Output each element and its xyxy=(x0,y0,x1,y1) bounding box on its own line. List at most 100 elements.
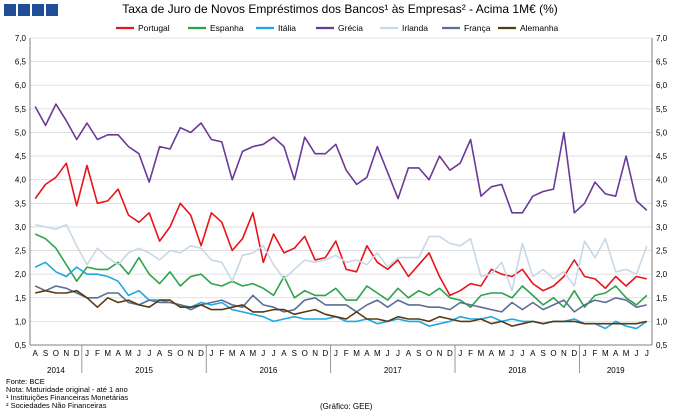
y-tick-label-right: 2,5 xyxy=(656,247,668,256)
x-tick-label: F xyxy=(219,349,224,358)
y-tick-label-left: 6,5 xyxy=(15,58,27,67)
y-tick-label-right: 4,0 xyxy=(656,176,668,185)
x-tick-label: J xyxy=(261,349,265,358)
x-tick-label: O xyxy=(302,349,308,358)
x-tick-label: J xyxy=(209,349,213,358)
x-tick-label: M xyxy=(104,349,111,358)
x-tick-label: S xyxy=(167,349,172,358)
x-tick-label: M xyxy=(250,349,257,358)
year-label: 2015 xyxy=(135,366,153,375)
x-tick-label: J xyxy=(147,349,151,358)
x-tick-label: M xyxy=(374,349,381,358)
legend-label: Espanha xyxy=(210,23,244,33)
brand-logo xyxy=(4,4,60,20)
x-tick-label: N xyxy=(63,349,69,358)
x-tick-label: D xyxy=(74,349,80,358)
source-note: Fonte: BCE xyxy=(6,377,45,386)
y-tick-label-right: 1,5 xyxy=(656,294,668,303)
x-tick-label: M xyxy=(498,349,505,358)
y-tick-label-right: 7,0 xyxy=(656,34,668,43)
y-tick-label-right: 5,0 xyxy=(656,128,668,137)
legend-label: Itália xyxy=(278,23,296,33)
y-tick-label-left: 3,0 xyxy=(15,223,27,232)
y-tick-label-left: 6,0 xyxy=(15,81,27,90)
y-tick-label-right: 3,0 xyxy=(656,223,668,232)
x-tick-label: A xyxy=(157,349,163,358)
x-tick-label: N xyxy=(437,349,443,358)
x-tick-label: M xyxy=(478,349,485,358)
x-tick-label: N xyxy=(561,349,567,358)
chart-credit: (Gráfico: GEE) xyxy=(320,402,373,411)
x-tick-label: J xyxy=(510,349,514,358)
y-tick-label-right: 2,0 xyxy=(656,270,668,279)
series-line-grécia xyxy=(34,103,648,214)
series-line-irlanda xyxy=(35,223,648,292)
year-label: 2017 xyxy=(384,366,402,375)
y-tick-label-right: 1,0 xyxy=(656,317,668,326)
x-tick-label: J xyxy=(645,349,649,358)
series-line-espanha xyxy=(34,233,648,309)
legend-label: Grécia xyxy=(338,23,363,33)
x-tick-label: J xyxy=(396,349,400,358)
y-tick-label-left: 2,0 xyxy=(15,270,27,279)
y-tick-label-right: 4,5 xyxy=(656,152,668,161)
y-tick-label-left: 4,0 xyxy=(15,176,27,185)
series-line-alemanha xyxy=(35,289,647,327)
x-tick-label: A xyxy=(364,349,370,358)
x-tick-label: F xyxy=(468,349,473,358)
y-tick-label-right: 5,5 xyxy=(656,105,668,114)
y-tick-label-left: 5,0 xyxy=(15,128,27,137)
year-label: 2016 xyxy=(260,366,278,375)
x-tick-label: J xyxy=(520,349,524,358)
legend-label: Alemanha xyxy=(520,23,559,33)
x-tick-label: M xyxy=(623,349,630,358)
x-tick-label: O xyxy=(426,349,432,358)
x-tick-label: F xyxy=(344,349,349,358)
year-label: 2014 xyxy=(47,366,65,375)
x-tick-label: A xyxy=(613,349,619,358)
x-tick-label: O xyxy=(177,349,183,358)
x-tick-label: J xyxy=(634,349,638,358)
legend-label: Irlanda xyxy=(402,23,428,33)
x-tick-label: O xyxy=(550,349,556,358)
x-tick-label: A xyxy=(115,349,121,358)
y-tick-label-left: 5,5 xyxy=(15,105,27,114)
x-tick-label: D xyxy=(447,349,453,358)
maturity-note: Nota: Maturidade original - até 1 ano xyxy=(6,385,128,394)
x-tick-label: D xyxy=(571,349,577,358)
x-tick-label: J xyxy=(583,349,587,358)
x-tick-label: N xyxy=(188,349,194,358)
y-tick-label-left: 3,5 xyxy=(15,199,27,208)
x-tick-label: M xyxy=(229,349,236,358)
y-tick-label-left: 4,5 xyxy=(15,152,27,161)
x-tick-label: J xyxy=(334,349,338,358)
x-tick-label: A xyxy=(240,349,246,358)
x-tick-label: S xyxy=(540,349,545,358)
x-tick-label: A xyxy=(33,349,39,358)
x-tick-label: N xyxy=(312,349,318,358)
x-tick-label: D xyxy=(198,349,204,358)
series-line-portugal xyxy=(34,162,647,297)
x-tick-label: O xyxy=(53,349,59,358)
year-label: 2019 xyxy=(607,366,625,375)
x-tick-label: F xyxy=(95,349,100,358)
y-tick-label-left: 2,5 xyxy=(15,247,27,256)
y-tick-label-left: 0,5 xyxy=(15,341,27,350)
footnote-1: ¹ Instituições Financeiras Monetárias xyxy=(6,393,129,402)
x-tick-label: A xyxy=(406,349,412,358)
chart-title: Taxa de Juro de Novos Empréstimos dos Ba… xyxy=(122,2,558,16)
x-tick-label: J xyxy=(458,349,462,358)
x-tick-label: S xyxy=(416,349,421,358)
x-tick-label: J xyxy=(386,349,390,358)
x-tick-label: J xyxy=(137,349,141,358)
y-tick-label-right: 6,5 xyxy=(656,58,668,67)
legend-label: França xyxy=(464,23,491,33)
x-tick-label: M xyxy=(602,349,609,358)
x-tick-label: S xyxy=(292,349,297,358)
x-tick-label: A xyxy=(489,349,495,358)
y-tick-label-left: 1,5 xyxy=(15,294,27,303)
x-tick-label: A xyxy=(281,349,287,358)
legend-label: Portugal xyxy=(138,23,170,33)
x-tick-label: A xyxy=(530,349,536,358)
